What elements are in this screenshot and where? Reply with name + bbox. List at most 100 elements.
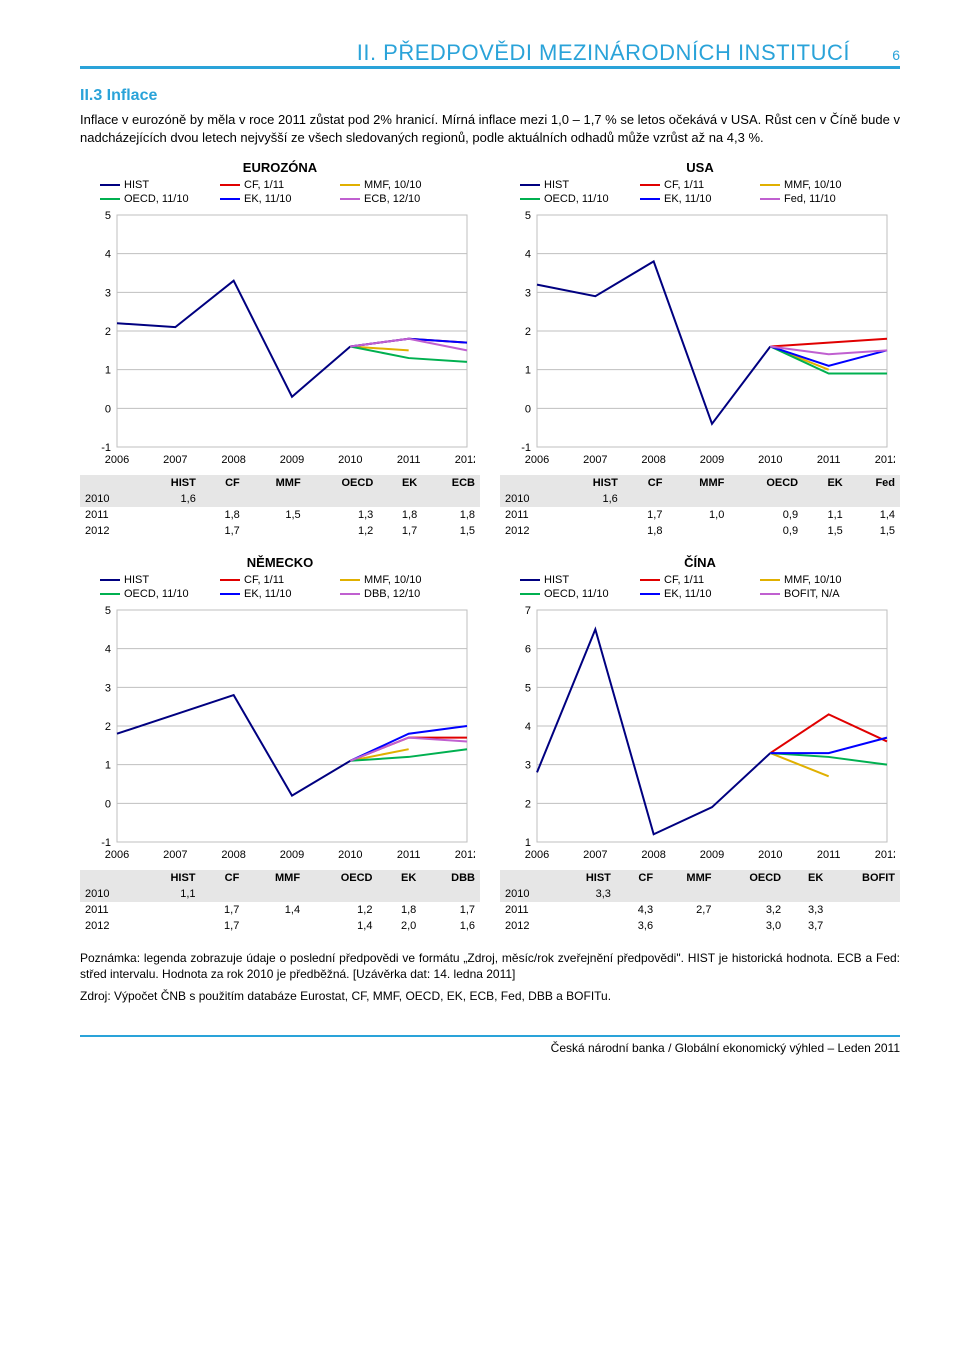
svg-text:-1: -1 [521, 442, 531, 454]
svg-text:2007: 2007 [163, 454, 187, 466]
svg-text:6: 6 [525, 644, 531, 656]
legend-item: HIST [100, 179, 220, 191]
section-heading: II.3 Inflace [80, 87, 900, 105]
svg-text:5: 5 [525, 210, 531, 222]
data-table: HISTCFMMFOECDEKFed20101,620111,71,00,91,… [500, 475, 900, 539]
legend-item: HIST [520, 574, 640, 586]
legend-item: OECD, 11/10 [100, 193, 220, 205]
svg-text:2006: 2006 [525, 454, 549, 466]
svg-text:2011: 2011 [397, 454, 421, 466]
chart-usa: USA HISTCF, 1/11MMF, 10/10 OECD, 11/10EK, … [500, 160, 900, 549]
legend-item: EK, 11/10 [640, 193, 760, 205]
svg-text:0: 0 [105, 798, 111, 810]
footnote-2: Zdroj: Výpočet ČNB s použitím databáze E… [80, 988, 900, 1004]
chart-nemecko: NĚMECKO HISTCF, 1/11MMF, 10/10 OECD, 11/10… [80, 555, 480, 944]
svg-text:2010: 2010 [758, 454, 782, 466]
data-table: HISTCFMMFOECDEKBOFIT20103,320114,32,73,2… [500, 870, 900, 934]
legend-item: OECD, 11/10 [520, 193, 640, 205]
page-header: II. PŘEDPOVĚDI MEZINÁRODNÍCH INSTITUCÍ 6 [80, 40, 900, 69]
svg-text:3: 3 [525, 287, 531, 299]
footer-text: Česká národní banka / Globální ekonomick… [80, 1037, 900, 1055]
svg-text:2009: 2009 [700, 454, 724, 466]
svg-text:4: 4 [525, 249, 531, 261]
legend-item: HIST [520, 179, 640, 191]
svg-text:2012: 2012 [455, 849, 475, 861]
svg-text:2: 2 [105, 721, 111, 733]
svg-text:7: 7 [525, 605, 531, 617]
svg-text:2008: 2008 [221, 454, 245, 466]
svg-text:4: 4 [105, 249, 111, 261]
legend-item: MMF, 10/10 [340, 574, 460, 586]
legend-item: BOFIT, N/A [760, 588, 880, 600]
svg-text:2010: 2010 [338, 454, 362, 466]
svg-text:0: 0 [105, 403, 111, 415]
svg-text:1: 1 [525, 365, 531, 377]
legend-item: HIST [100, 574, 220, 586]
legend-item: OECD, 11/10 [100, 588, 220, 600]
svg-text:2: 2 [525, 798, 531, 810]
chart-cina: ČÍNA HISTCF, 1/11MMF, 10/10 OECD, 11/10EK,… [500, 555, 900, 944]
legend-item: EK, 11/10 [640, 588, 760, 600]
svg-text:1: 1 [105, 365, 111, 377]
legend-item: EK, 11/10 [220, 193, 340, 205]
chart-title: ČÍNA [500, 555, 900, 570]
svg-text:3: 3 [105, 287, 111, 299]
chart-title: NĚMECKO [80, 555, 480, 570]
legend-item: DBB, 12/10 [340, 588, 460, 600]
data-table: HISTCFMMFOECDEKECB20101,620111,81,51,31,… [80, 475, 480, 539]
svg-text:2010: 2010 [338, 849, 362, 861]
svg-text:2008: 2008 [641, 849, 665, 861]
section-paragraph: Inflace v eurozóně by měla v roce 2011 z… [80, 111, 900, 146]
svg-text:2006: 2006 [105, 849, 129, 861]
svg-text:2011: 2011 [817, 454, 841, 466]
svg-text:2008: 2008 [641, 454, 665, 466]
chart-eurozona: EUROZÓNA HISTCF, 1/11MMF, 10/10 OECD, 11/1… [80, 160, 480, 549]
svg-text:2011: 2011 [817, 849, 841, 861]
data-table: HISTCFMMFOECDEKDBB20101,120111,71,41,21,… [80, 870, 480, 934]
svg-text:2: 2 [525, 326, 531, 338]
svg-text:5: 5 [525, 682, 531, 694]
svg-text:5: 5 [105, 210, 111, 222]
svg-text:2009: 2009 [700, 849, 724, 861]
svg-text:2011: 2011 [397, 849, 421, 861]
svg-text:2007: 2007 [583, 849, 607, 861]
chart-title: EUROZÓNA [80, 160, 480, 175]
svg-text:2006: 2006 [525, 849, 549, 861]
svg-text:2007: 2007 [583, 454, 607, 466]
svg-text:2012: 2012 [455, 454, 475, 466]
svg-text:0: 0 [525, 403, 531, 415]
svg-text:2009: 2009 [280, 849, 304, 861]
legend-item: MMF, 10/10 [760, 574, 880, 586]
svg-text:3: 3 [105, 682, 111, 694]
svg-text:-1: -1 [101, 837, 111, 849]
svg-text:3: 3 [525, 760, 531, 772]
svg-text:1: 1 [525, 837, 531, 849]
svg-text:2: 2 [105, 326, 111, 338]
svg-text:4: 4 [105, 644, 111, 656]
legend-item: CF, 1/11 [640, 179, 760, 191]
legend-item: Fed, 11/10 [760, 193, 880, 205]
footnote-1: Poznámka: legenda zobrazuje údaje o posl… [80, 950, 900, 982]
svg-text:2009: 2009 [280, 454, 304, 466]
svg-text:2007: 2007 [163, 849, 187, 861]
svg-text:2010: 2010 [758, 849, 782, 861]
legend-item: CF, 1/11 [220, 179, 340, 191]
header-pagenum: 6 [850, 47, 900, 63]
chart-title: USA [500, 160, 900, 175]
legend-item: CF, 1/11 [640, 574, 760, 586]
legend-item: CF, 1/11 [220, 574, 340, 586]
legend-item: ECB, 12/10 [340, 193, 460, 205]
svg-text:-1: -1 [101, 442, 111, 454]
svg-text:2008: 2008 [221, 849, 245, 861]
svg-text:5: 5 [105, 605, 111, 617]
svg-text:2012: 2012 [875, 454, 895, 466]
svg-text:2006: 2006 [105, 454, 129, 466]
svg-text:4: 4 [525, 721, 531, 733]
legend-item: EK, 11/10 [220, 588, 340, 600]
svg-text:1: 1 [105, 760, 111, 772]
svg-text:2012: 2012 [875, 849, 895, 861]
legend-item: MMF, 10/10 [760, 179, 880, 191]
legend-item: OECD, 11/10 [520, 588, 640, 600]
legend-item: MMF, 10/10 [340, 179, 460, 191]
header-title: II. PŘEDPOVĚDI MEZINÁRODNÍCH INSTITUCÍ [80, 40, 850, 66]
